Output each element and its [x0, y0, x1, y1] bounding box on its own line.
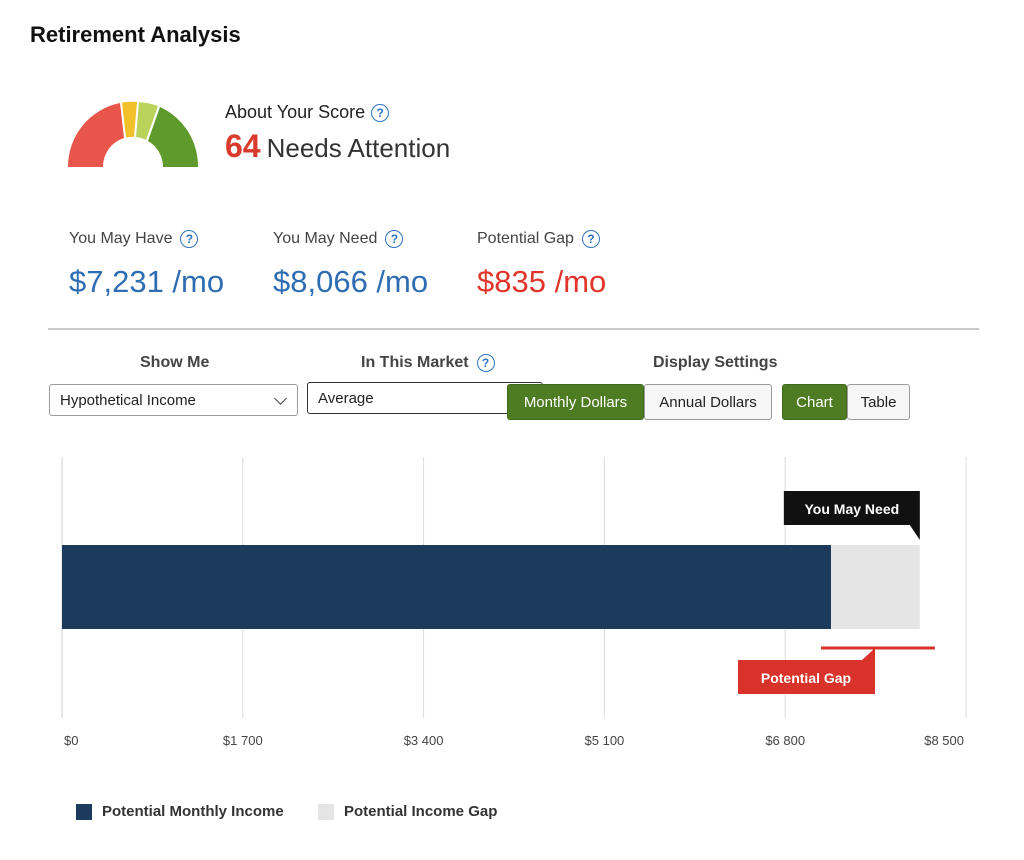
legend-swatch — [318, 803, 334, 820]
x-tick-label: $1 700 — [223, 733, 263, 748]
metric-label: You May Have — [69, 230, 173, 247]
gauge-segment-yellow — [122, 101, 137, 138]
you-may-need-callout — [783, 491, 920, 540]
divider — [48, 328, 979, 330]
market-value: Average — [318, 389, 374, 407]
score-status: Needs Attention — [266, 133, 451, 163]
bar-potential-income-gap — [831, 545, 920, 629]
x-tick-label: $6 800 — [765, 733, 805, 748]
legend-label: Potential Monthly Income — [102, 803, 284, 820]
metric-value: $7,231 /mo — [69, 264, 225, 299]
display-settings-label: Display Settings — [653, 354, 777, 372]
chart-view-button[interactable]: Chart — [782, 384, 847, 420]
show-me-label: Show Me — [140, 354, 209, 372]
show-me-select[interactable]: Hypothetical Income — [49, 384, 298, 416]
you-may-need-label: You May Need — [805, 501, 900, 517]
score-value: 64 — [225, 128, 261, 164]
gauge-segment-lightgreen — [136, 102, 158, 140]
about-score-label: About Your Score — [225, 102, 366, 122]
monthly-dollars-label: Monthly Dollars — [523, 393, 628, 411]
page-title: Retirement Analysis — [30, 22, 241, 47]
metric-potential-gap: Potential Gap? $835 /mo — [477, 230, 606, 300]
score-summary: About Your Score ? 64 Needs Attention — [225, 102, 450, 165]
help-icon[interactable]: ? — [180, 230, 199, 248]
x-tick-label: $3 400 — [404, 733, 444, 748]
gauge-segment-red — [67, 103, 124, 167]
legend-swatch — [76, 803, 92, 820]
metric-value: $8,066 /mo — [273, 264, 429, 299]
help-icon[interactable]: ? — [371, 103, 390, 122]
legend-item-income: Potential Monthly Income — [76, 803, 284, 820]
market-select[interactable]: Average — [307, 382, 543, 414]
market-label-text: In This Market — [361, 354, 469, 371]
gauge-segment-green — [148, 107, 199, 167]
annual-dollars-button[interactable]: Annual Dollars — [644, 384, 772, 420]
help-icon[interactable]: ? — [476, 354, 495, 372]
show-me-value: Hypothetical Income — [60, 391, 196, 409]
display-settings-label-text: Display Settings — [653, 354, 778, 371]
legend-item-gap: Potential Income Gap — [318, 803, 497, 820]
bar-potential-monthly-income — [62, 545, 832, 629]
table-view-button[interactable]: Table — [847, 384, 910, 420]
metric-you-may-have: You May Have? $7,231 /mo — [69, 230, 224, 300]
metric-value: $835 /mo — [477, 264, 607, 299]
metric-you-may-need: You May Need? $8,066 /mo — [273, 230, 428, 300]
x-tick-label: $5 100 — [585, 733, 625, 748]
metric-label: You May Need — [273, 230, 378, 247]
monthly-dollars-button[interactable]: Monthly Dollars — [507, 384, 644, 420]
potential-gap-callout — [738, 648, 875, 694]
market-label: In This Market? — [361, 354, 495, 372]
help-icon[interactable]: ? — [581, 230, 600, 248]
potential-gap-label: Potential Gap — [761, 670, 851, 686]
score-gauge — [67, 101, 199, 167]
chart-view-label: Chart — [796, 393, 833, 411]
help-icon[interactable]: ? — [385, 230, 404, 248]
x-tick-label: $0 — [64, 733, 78, 748]
table-view-label: Table — [860, 393, 897, 411]
legend-label: Potential Income Gap — [344, 803, 498, 820]
show-me-label-text: Show Me — [140, 354, 210, 371]
metric-label: Potential Gap — [477, 230, 574, 247]
annual-dollars-label: Annual Dollars — [659, 393, 757, 411]
x-tick-label: $8 500 — [924, 733, 964, 748]
